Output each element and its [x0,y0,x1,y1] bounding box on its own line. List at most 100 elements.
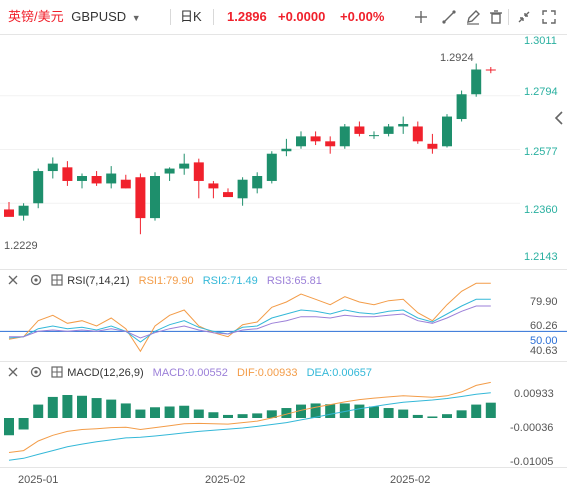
rsi-name: RSI(7,14,21) [67,275,130,287]
macd-bar [296,404,306,418]
candle-body [369,135,379,137]
symbol-name: 英镑/美元 [8,9,64,24]
rsi-axis-label: 40.63 [530,345,558,357]
candle-body [193,162,204,181]
price-axis-label: 1.2794 [524,86,558,98]
candle-body [383,126,394,134]
macd-bar [442,414,452,418]
rsi-header: RSI(7,14,21) RSI1:79.90 RSI2:71.49 RSI3:… [6,273,322,288]
macd-bar [266,410,277,418]
chevron-left-icon[interactable] [554,110,564,126]
trash-icon[interactable] [487,8,505,26]
candle-body [120,179,131,189]
candle-body [442,116,452,147]
macd-bar [179,405,190,418]
candlestick-chart[interactable] [0,35,567,269]
macd-bar [427,416,438,418]
x-axis-label: 2025-02 [390,474,431,486]
candle-body [62,167,73,181]
macd-bar [223,414,233,418]
macd-bar [383,408,394,418]
candle-body [471,69,482,95]
candle-body [18,205,29,216]
candle-body [310,136,321,142]
candle-body [106,173,117,184]
macd-line-dea [8,392,491,461]
rsi3-value: RSI3:65.81 [266,275,322,287]
macd-bar [47,396,58,418]
price-change: +0.0000 [278,9,326,24]
candle-body [281,148,292,152]
toolbar: 英镑/美元 GBPUSD ▼ 日K 1.2896 +0.0000 +0.00% [0,0,567,34]
macd-bar [106,399,117,418]
macd-axis-label: -0.00036 [510,422,554,434]
macd-bar [310,403,321,418]
candle-body [412,126,423,142]
macd-bar [369,406,379,418]
line-tool-icon[interactable] [440,8,458,26]
macd-value: MACD:0.00552 [152,367,228,379]
close-icon[interactable] [6,273,20,287]
macd-bar [120,403,131,418]
candle-body [339,126,350,147]
macd-line-dif [8,381,491,453]
rsi-line-rsi2 [8,298,491,343]
macd-bar [237,414,248,418]
candle-body [325,141,336,147]
macd-chart[interactable] [0,362,567,467]
symbol-code: GBPUSD [71,9,127,24]
price-change-pct: +0.00% [340,9,385,24]
macd-bar [135,409,146,418]
crosshair-icon[interactable] [412,8,430,26]
macd-bar [471,404,482,418]
close-icon[interactable] [6,365,20,379]
price-axis-label: 1.3011 [524,35,557,47]
divider [213,9,214,25]
macd-name: MACD(12,26,9) [67,367,144,379]
candle-body [150,176,160,219]
panel-divider [0,361,567,362]
price-axis-label: 1.2143 [524,251,558,263]
macd-bar [91,398,102,418]
candle-body [164,168,175,174]
macd-header: MACD(12,26,9) MACD:0.00552 DIF:0.00933 D… [6,365,372,380]
symbol-selector[interactable]: 英镑/美元 GBPUSD ▼ [8,9,141,26]
low-price-marker: 1.2229 [4,240,38,252]
rsi-line-rsi3 [9,305,491,339]
candle-body [398,123,409,127]
price-axis-label: 1.2360 [524,204,558,216]
period-label: 日K [180,9,202,24]
rsi-axis-label: 60.26 [530,320,558,332]
rsi2-value: RSI2:71.49 [202,275,258,287]
rsi1-value: RSI1:79.90 [138,275,194,287]
macd-bar [412,414,423,418]
macd-bar [208,412,219,418]
period-selector[interactable]: 日K [180,9,202,25]
collapse-icon[interactable] [515,8,533,26]
x-axis-label: 2025-01 [18,474,59,486]
candle-body [485,69,496,71]
pen-icon[interactable] [464,8,482,26]
candle-body [266,153,277,181]
candle-body [91,176,102,184]
candle-body [252,176,263,189]
candle-body [296,136,306,147]
candle-body [237,179,248,199]
gear-icon[interactable] [29,273,43,287]
candle-body [354,126,365,134]
x-axis-divider [0,467,567,468]
gear-icon[interactable] [29,365,43,379]
macd-bar [325,404,336,418]
rsi-chart[interactable] [0,270,567,361]
macd-bar [398,409,409,418]
candle-body [208,183,219,189]
table-icon[interactable] [50,273,64,287]
table-icon[interactable] [50,365,64,379]
macd-bar [77,395,87,418]
rsi-axis-label: 79.90 [530,296,558,308]
x-axis-label: 2025-02 [205,474,246,486]
price-axis-label: 1.2577 [524,146,558,158]
macd-bar [485,402,496,418]
macd-bar [150,407,160,418]
fullscreen-icon[interactable] [540,8,558,26]
